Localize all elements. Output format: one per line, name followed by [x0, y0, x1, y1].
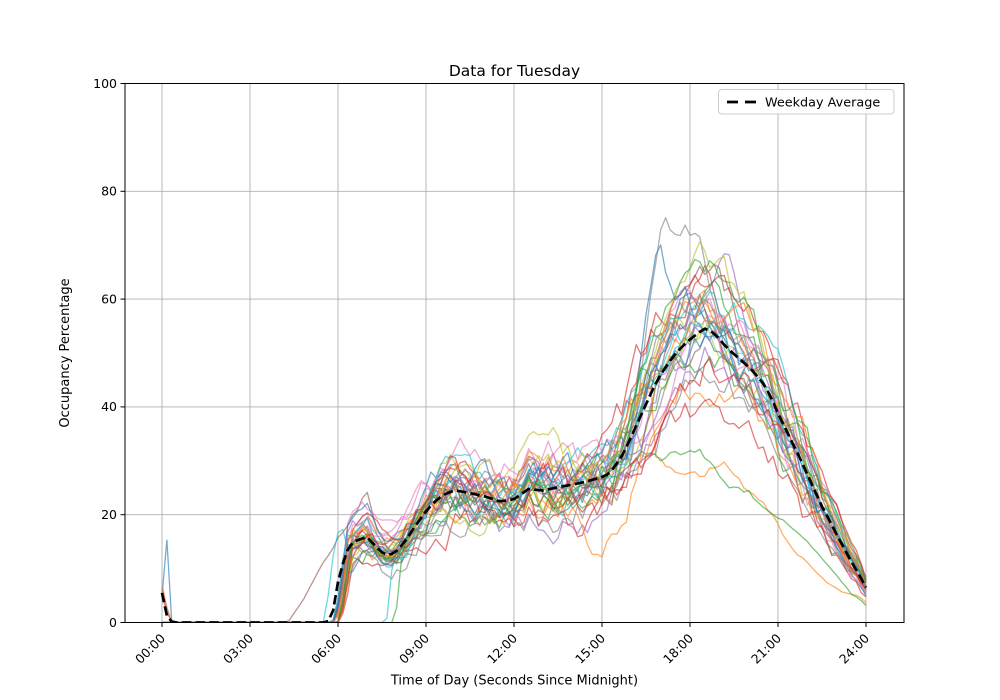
- x-tick-label: 09:00: [396, 630, 432, 666]
- y-tick-label: 40: [101, 399, 117, 414]
- chart-title: Data for Tuesday: [449, 62, 580, 80]
- x-tick-label: 06:00: [308, 630, 344, 666]
- legend-box: [718, 89, 895, 115]
- x-tick-label: 15:00: [572, 630, 608, 666]
- legend-entry-label: Weekday Average: [765, 96, 880, 111]
- y-tick-label: 60: [101, 291, 117, 306]
- axis-ticks: [120, 83, 867, 627]
- day-trace: [162, 241, 867, 623]
- x-tick-label: 18:00: [660, 630, 696, 666]
- x-axis-label: Time of Day (Seconds Since Midnight): [390, 674, 638, 689]
- y-tick-label: 0: [109, 615, 117, 630]
- day-traces: [161, 217, 867, 623]
- day-trace: [162, 321, 867, 623]
- gridlines: [125, 83, 904, 623]
- weekday-average-line: [160, 327, 868, 623]
- day-trace: [162, 398, 867, 623]
- day-trace: [162, 279, 867, 623]
- x-tick-label: 24:00: [836, 630, 872, 666]
- x-tick-label: 00:00: [132, 630, 168, 666]
- day-trace: [162, 263, 867, 623]
- day-trace: [161, 300, 867, 623]
- day-trace: [162, 330, 867, 623]
- legend: Weekday Average: [718, 89, 895, 115]
- x-tick-label: 21:00: [748, 630, 784, 666]
- day-trace: [162, 384, 867, 623]
- day-trace: [162, 316, 867, 623]
- day-trace: [162, 253, 867, 623]
- day-trace: [162, 318, 867, 623]
- day-trace: [162, 287, 867, 623]
- axis-tick-labels: 00:00 03:00 06:00 09:00 12:00 15:00 18:00 21:00…: [93, 76, 872, 667]
- y-axis-label: Occupancy Percentage: [58, 278, 73, 427]
- y-tick-label: 20: [101, 507, 117, 522]
- day-trace: [162, 368, 867, 623]
- day-trace: [162, 289, 867, 623]
- day-trace: [162, 296, 867, 623]
- day-trace: [162, 291, 867, 623]
- day-trace: [162, 321, 867, 623]
- day-trace: [162, 258, 867, 623]
- x-tick-label: 03:00: [220, 630, 256, 666]
- y-tick-label: 80: [101, 184, 117, 199]
- x-tick-label: 12:00: [484, 630, 520, 666]
- y-tick-label: 100: [93, 76, 117, 91]
